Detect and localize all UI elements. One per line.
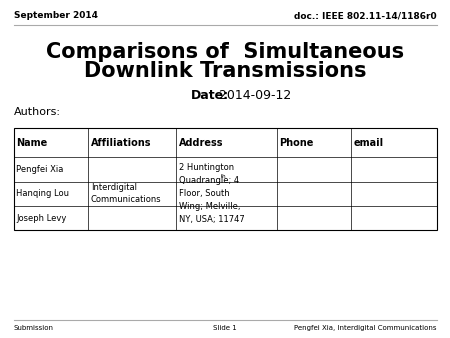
Text: Address: Address <box>179 138 223 148</box>
Text: Hanqing Lou: Hanqing Lou <box>16 189 69 198</box>
Text: Floor, South: Floor, South <box>179 189 230 198</box>
Text: Quadrangle; 4: Quadrangle; 4 <box>179 176 239 185</box>
Text: Submission: Submission <box>14 325 54 331</box>
Text: September 2014: September 2014 <box>14 11 98 20</box>
Text: Name: Name <box>16 138 47 148</box>
Text: Comparisons of  Simultaneous: Comparisons of Simultaneous <box>46 42 404 63</box>
Text: email: email <box>354 138 384 148</box>
Text: Date:: Date: <box>191 89 230 102</box>
Text: Affiliations: Affiliations <box>90 138 151 148</box>
Text: Slide 1: Slide 1 <box>213 325 237 331</box>
Text: Authors:: Authors: <box>14 106 60 117</box>
Text: doc.: IEEE 802.11-14/1186r0: doc.: IEEE 802.11-14/1186r0 <box>294 11 436 20</box>
Text: 2 Huntington: 2 Huntington <box>179 164 234 172</box>
Text: Pengfei Xia, Interdigital Communications: Pengfei Xia, Interdigital Communications <box>294 325 436 331</box>
Bar <box>14 128 436 230</box>
Text: Downlink Transmissions: Downlink Transmissions <box>84 61 366 81</box>
Text: 2014-09-12: 2014-09-12 <box>215 89 291 102</box>
Text: NY, USA; 11747: NY, USA; 11747 <box>179 215 244 224</box>
Text: Pengfei Xia: Pengfei Xia <box>16 165 63 174</box>
Text: Interdigital
Communications: Interdigital Communications <box>90 183 161 204</box>
Text: Joseph Levy: Joseph Levy <box>16 214 67 222</box>
Text: Phone: Phone <box>279 138 314 148</box>
Text: th: th <box>221 174 226 179</box>
Text: Wing; Melville,: Wing; Melville, <box>179 202 240 211</box>
